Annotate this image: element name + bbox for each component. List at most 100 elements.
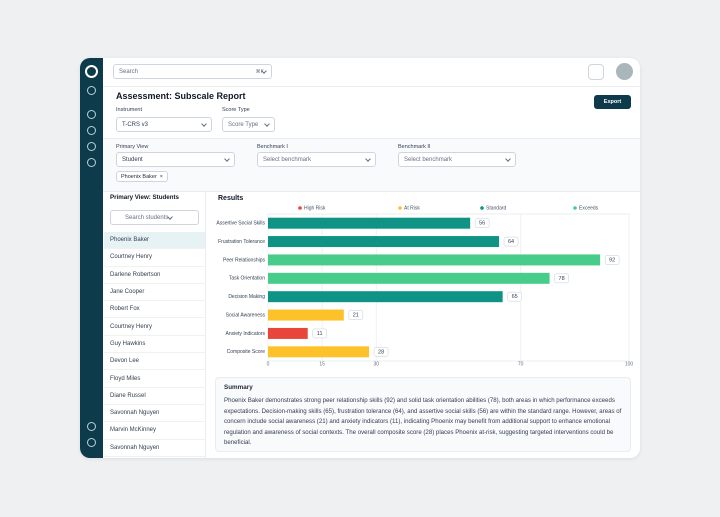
select-value: Select benchmark: [404, 156, 453, 163]
field-label: Benchmark I: [257, 144, 288, 150]
field-label: Instrument: [116, 107, 142, 113]
x-tick-label: 70: [518, 361, 524, 367]
nav-icon[interactable]: [87, 158, 96, 167]
y-tick-label: Composite Score: [227, 349, 266, 355]
summary-text: Phoenix Baker demonstrates strong peer r…: [224, 397, 622, 447]
student-item[interactable]: Floyd Miles: [104, 370, 205, 388]
value-label-box: [554, 273, 569, 284]
value-label: 28: [378, 349, 384, 355]
y-tick-label: Frustration Tolerance: [218, 239, 265, 245]
student-item[interactable]: Devon Lee: [104, 353, 205, 371]
instrument-select[interactable]: T-CRS v3: [116, 117, 212, 132]
legend-label: At Risk: [404, 205, 420, 211]
value-label: 78: [559, 276, 565, 282]
score-type-select[interactable]: Score Type: [222, 117, 275, 132]
bar: [268, 309, 344, 321]
value-label: 92: [609, 257, 615, 263]
value-label: 21: [353, 313, 359, 319]
field-label: Score Type: [222, 107, 250, 113]
student-item[interactable]: Phoenix Baker: [104, 232, 205, 250]
nav-icon[interactable]: [87, 126, 96, 135]
y-tick-label: Anxiety Indicators: [226, 331, 266, 337]
x-tick-label: 100: [625, 361, 634, 367]
legend-label: High Risk: [304, 205, 326, 211]
summary-box: Summary Phoenix Baker demonstrates stron…: [215, 377, 631, 452]
bar: [268, 236, 500, 248]
value-label-box: [474, 218, 490, 228]
page-title: Assessment: Subscale Report: [116, 91, 246, 101]
student-item[interactable]: Savonnah Nguyen: [104, 440, 205, 457]
value-label-box: [348, 310, 364, 320]
bar: [268, 254, 601, 266]
value-label-box: [503, 236, 519, 247]
student-item[interactable]: Savonnah Nguyen: [104, 405, 205, 423]
chart-title: Results: [218, 195, 243, 202]
y-tick-label: Decision Making: [228, 294, 265, 300]
student-item[interactable]: Darlene Robertson: [104, 267, 205, 284]
chip-close[interactable]: ×: [159, 173, 163, 180]
value-label: 64: [508, 239, 514, 245]
student-item[interactable]: Guy Hawkins: [104, 336, 205, 354]
value-label-box: [507, 291, 522, 302]
student-item[interactable]: Robert Fox: [104, 301, 205, 319]
student-item[interactable]: Jane Cooper: [104, 284, 205, 302]
student-item[interactable]: Courtney Henry: [104, 319, 205, 336]
search-shortcut: ⌘K: [255, 68, 264, 75]
avatar[interactable]: [616, 63, 633, 80]
field-label: Benchmark II: [398, 144, 431, 150]
legend-swatch: [480, 206, 484, 210]
primary-view-select[interactable]: Student: [116, 152, 235, 167]
student-item[interactable]: Diane Russel: [104, 388, 205, 405]
search-placeholder: Search: [119, 68, 139, 75]
select-value: T-CRS v3: [122, 121, 149, 128]
legend-swatch: [573, 206, 577, 210]
search-placeholder: Search students: [125, 214, 169, 221]
x-tick-label: 0: [267, 361, 270, 367]
value-label-box: [312, 328, 328, 339]
nav-icon[interactable]: [87, 142, 96, 151]
chart: Results 0 15 30 70 100 High Risk At Risk Standa…: [216, 195, 634, 367]
bar: [268, 346, 370, 358]
select-value: Score Type: [228, 121, 259, 128]
value-label-box: [604, 255, 620, 265]
filter-chip[interactable]: Phoenix Baker ×: [116, 171, 168, 182]
logo: [85, 65, 98, 78]
divider: [103, 86, 640, 87]
x-tick-label: 15: [319, 361, 325, 367]
student-item[interactable]: Courtney Henry: [104, 249, 205, 267]
search-box[interactable]: Search ⌘K: [113, 64, 272, 79]
y-tick-label: Assertive Social Skills: [216, 221, 265, 227]
value-label: 56: [479, 221, 485, 227]
legend-swatch: [298, 206, 302, 210]
y-tick-label: Social Awareness: [226, 312, 266, 318]
legend-label: Exceeds: [579, 205, 599, 211]
summary-title: Summary: [224, 384, 253, 391]
value-label: 65: [512, 294, 518, 300]
y-tick-label: Peer Relationships: [223, 257, 265, 263]
nav-icon[interactable]: [87, 438, 96, 447]
divider: [205, 190, 206, 458]
value-label: 11: [317, 331, 323, 337]
nav-icon[interactable]: [87, 110, 96, 119]
value-label-box: [373, 347, 389, 357]
benchmark-select[interactable]: Select benchmark: [257, 152, 376, 167]
student-search[interactable]: Search students: [110, 210, 199, 225]
bell-button[interactable]: [588, 64, 604, 80]
sidebar: [80, 58, 103, 458]
export-button[interactable]: Export: [594, 95, 631, 109]
benchmark-select[interactable]: Select benchmark: [398, 152, 516, 167]
legend-label: Standard: [486, 205, 507, 211]
list-title: Primary View: Students: [110, 194, 180, 201]
nav-icon[interactable]: [87, 86, 96, 95]
student-item[interactable]: Marvin McKinney: [104, 422, 205, 440]
field-label: Primary View: [116, 144, 149, 150]
legend-swatch: [398, 206, 402, 210]
bar: [268, 272, 550, 284]
bar: [268, 327, 308, 339]
nav-icon[interactable]: [87, 422, 96, 431]
select-value: Student: [122, 156, 143, 163]
bar: [268, 217, 471, 229]
chip-label: Phoenix Baker: [121, 173, 157, 180]
bar: [268, 291, 503, 303]
